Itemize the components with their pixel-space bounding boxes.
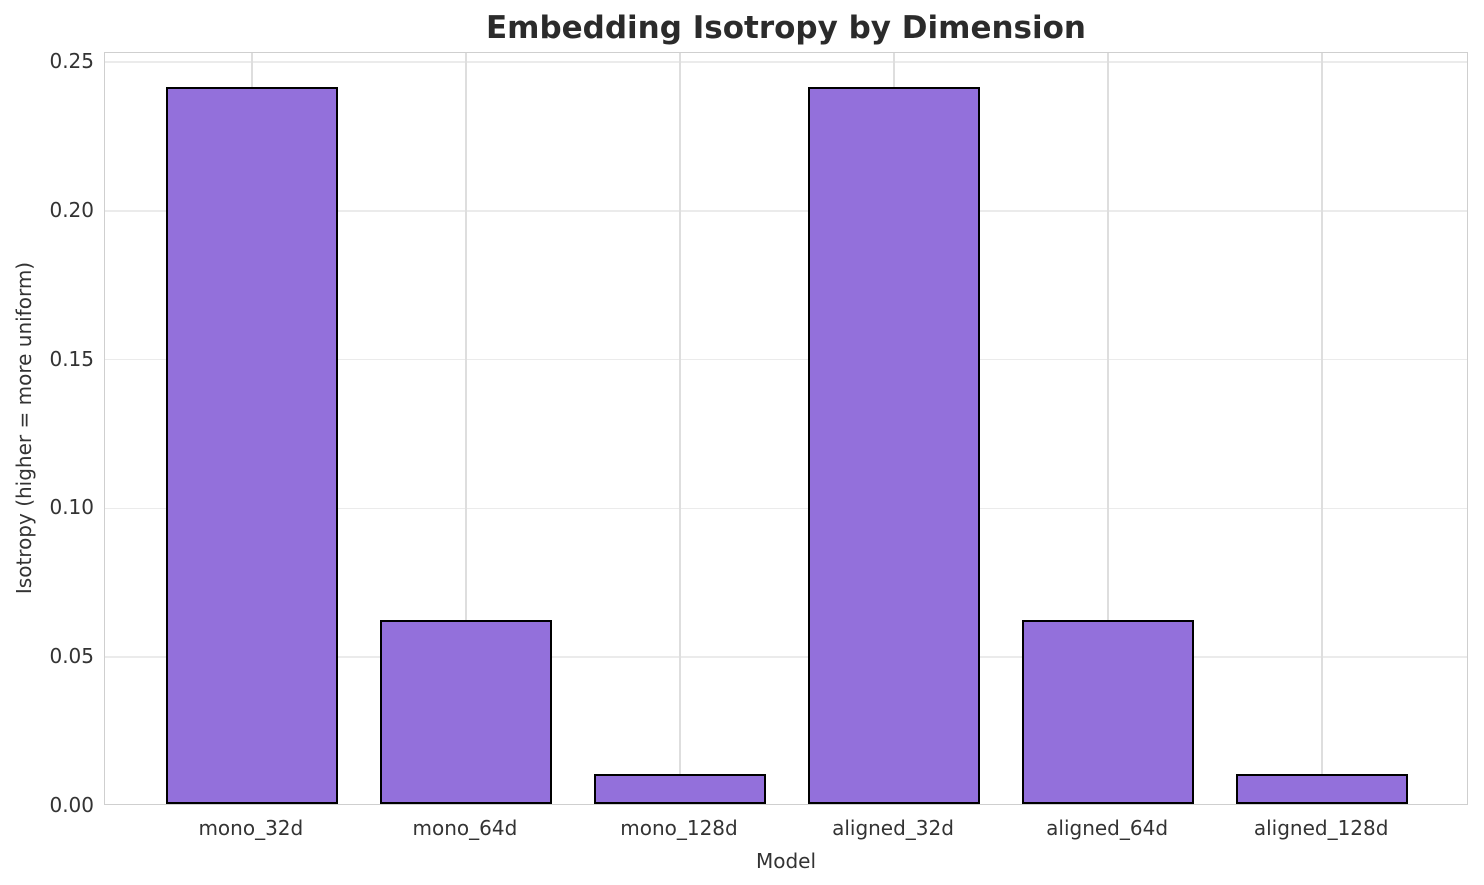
y-tick-label: 0.00 xyxy=(49,793,94,817)
x-tick-label: aligned_64d xyxy=(1046,816,1169,840)
y-axis-label: Isotropy (higher = more uniform) xyxy=(12,261,36,595)
h-gridline xyxy=(105,61,1467,63)
v-gridline xyxy=(1107,53,1109,804)
h-gridline xyxy=(105,358,1467,361)
bar-mono_64d xyxy=(379,619,552,804)
v-gridline xyxy=(679,53,681,804)
plot-area xyxy=(104,52,1468,805)
h-gridline xyxy=(105,507,1467,510)
v-gridline xyxy=(465,53,467,804)
y-tick-label: 0.05 xyxy=(49,644,94,669)
v-gridline xyxy=(1321,53,1323,804)
y-tick-label: 0.25 xyxy=(49,49,94,74)
y-tick-label: 0.15 xyxy=(49,346,94,371)
bar-aligned_128d xyxy=(1236,774,1409,804)
x-tick-label: mono_64d xyxy=(412,816,518,840)
x-tick-label: mono_32d xyxy=(198,816,304,840)
h-gridline xyxy=(105,656,1467,658)
bar-aligned_64d xyxy=(1022,619,1195,804)
x-axis-label: Model xyxy=(755,849,817,873)
x-tick-label: aligned_32d xyxy=(832,816,954,840)
y-tick-label: 0.20 xyxy=(49,197,94,222)
bar-aligned_32d xyxy=(808,87,981,804)
chart-title: Embedding Isotropy by Dimension xyxy=(485,10,1087,46)
h-gridline xyxy=(105,210,1467,212)
x-tick-label: aligned_128d xyxy=(1253,816,1389,840)
y-tick-label: 0.10 xyxy=(49,495,94,520)
x-tick-label: mono_128d xyxy=(620,816,738,840)
bar-mono_32d xyxy=(165,87,338,804)
bar-mono_128d xyxy=(593,774,766,804)
